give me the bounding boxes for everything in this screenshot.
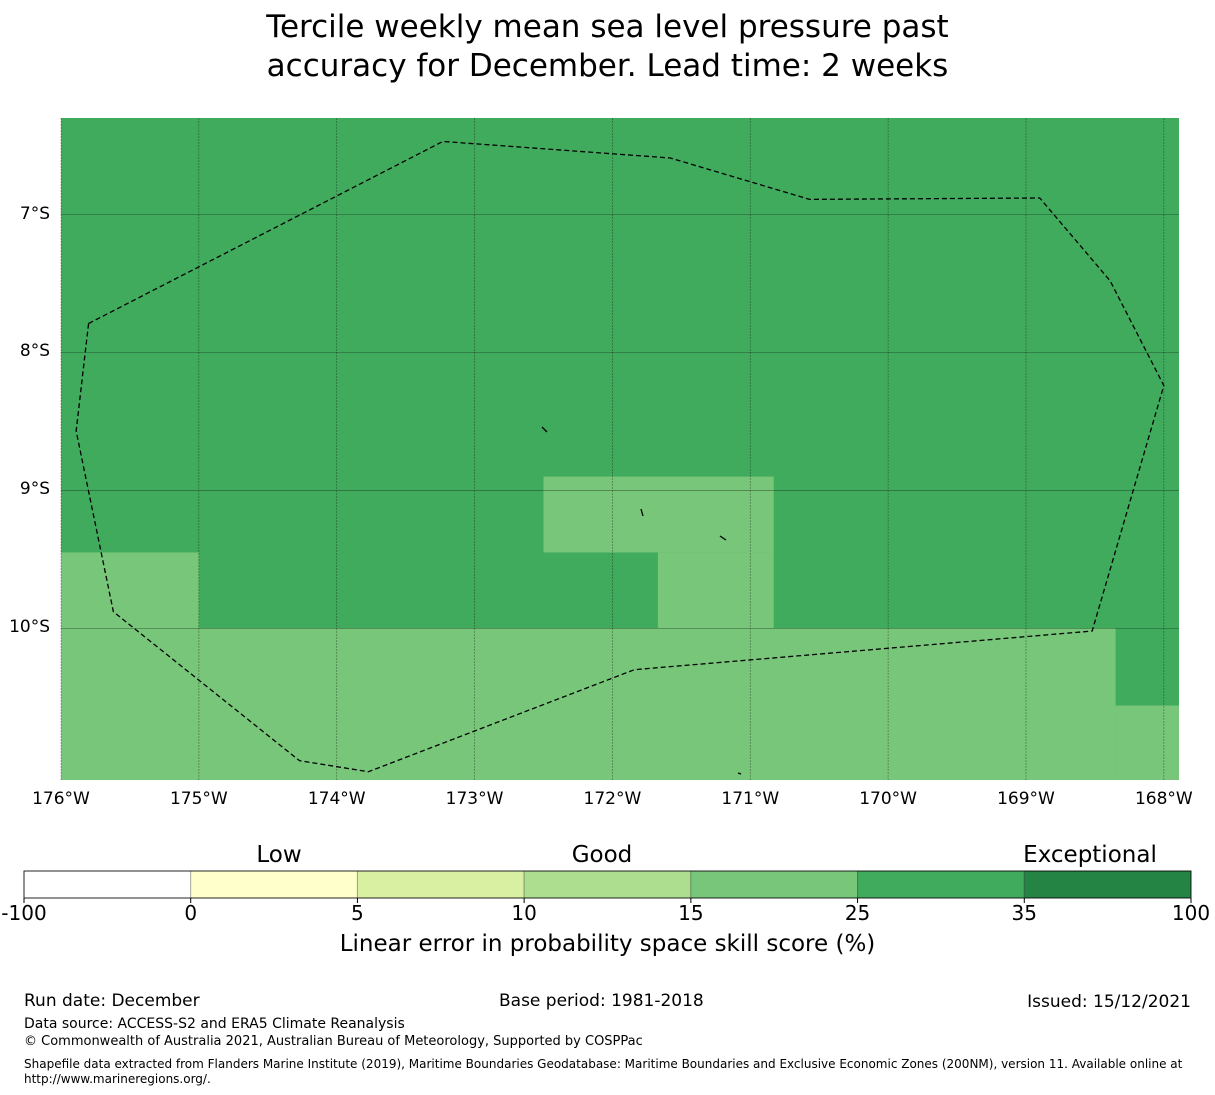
colorbar-category-label: Exceptional (1023, 842, 1157, 868)
colorbar-segment (523, 870, 692, 899)
map-plot (60, 118, 1179, 780)
colorbar-tick-label: -100 (1, 901, 47, 925)
colorbar-tick-label: 25 (844, 901, 871, 925)
x-tick-label: 174°W (307, 789, 366, 809)
y-tick-label: 9°S (19, 479, 50, 500)
colorbar-tick-label: 5 (351, 901, 364, 925)
colorbar-category-label: Low (256, 842, 302, 868)
colorbar-category-label: Good (571, 842, 633, 868)
colorbar-tick-label: 10 (511, 901, 537, 925)
colorbar-title: Linear error in probability space skill … (339, 931, 876, 957)
x-tick-label: 170°W (859, 789, 917, 809)
y-tick-label: 8°S (19, 341, 50, 362)
colorbar-segment (690, 870, 859, 899)
colorbar-segment (190, 870, 358, 899)
island (541, 426, 548, 433)
x-tick-label: 175°W (169, 789, 228, 809)
run-date: Run date: December (24, 991, 200, 1011)
island (737, 772, 742, 775)
chart-title: Tercile weekly mean sea level pressure p… (0, 8, 1215, 86)
copyright: © Commonwealth of Australia 2021, Austra… (24, 1034, 643, 1049)
skill-cell (543, 476, 774, 553)
colorbar-tick-label: 15 (678, 901, 704, 925)
eez-boundary (75, 140, 1165, 773)
skill-cell (61, 552, 199, 629)
x-tick-label: 171°W (721, 789, 780, 809)
skill-cell (61, 628, 1116, 780)
x-tick-label: 172°W (583, 789, 642, 809)
island (640, 508, 644, 517)
colorbar-tick-label: 0 (184, 901, 198, 925)
colorbar-tick-label: 35 (1011, 901, 1037, 925)
issued-date: Issued: 15/12/2021 (1027, 992, 1191, 1012)
x-tick-label: 173°W (445, 789, 504, 809)
y-tick-label: 7°S (19, 203, 50, 224)
x-tick-label: 168°W (1134, 789, 1193, 809)
island (719, 535, 727, 541)
data-source: Data source: ACCESS-S2 and ERA5 Climate … (24, 1016, 405, 1032)
colorbar-segment (356, 870, 525, 899)
shapefile-credit: Shapefile data extracted from Flanders M… (24, 1057, 1183, 1086)
colorbar-segment (857, 870, 1025, 899)
title-line-1: Tercile weekly mean sea level pressure p… (266, 9, 949, 45)
colorbar-tick-label: 100 (1171, 901, 1211, 925)
x-tick-label: 176°W (32, 789, 90, 809)
y-tick-label: 10°S (9, 617, 50, 638)
colorbar-segment (23, 870, 192, 899)
skill-cell (657, 552, 774, 629)
colorbar-segment (1023, 870, 1192, 899)
skill-cell (1115, 705, 1179, 780)
colorbar (23, 870, 1192, 903)
title-line-2: accuracy for December. Lead time: 2 week… (266, 48, 949, 84)
colorbar-frame (23, 870, 1192, 899)
x-tick-label: 169°W (997, 789, 1055, 809)
base-period: Base period: 1981-2018 (499, 991, 704, 1011)
